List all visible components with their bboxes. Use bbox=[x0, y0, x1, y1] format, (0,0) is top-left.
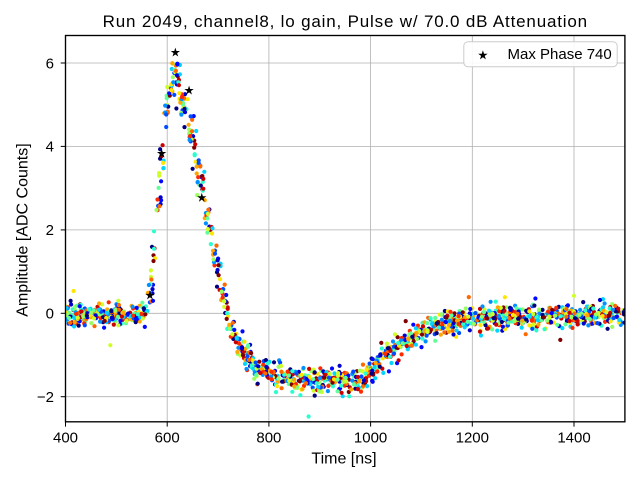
svg-text:600: 600 bbox=[155, 429, 180, 446]
svg-text:800: 800 bbox=[256, 429, 281, 446]
svg-text:1400: 1400 bbox=[557, 429, 590, 446]
svg-text:0: 0 bbox=[46, 306, 54, 323]
svg-text:4: 4 bbox=[46, 139, 54, 156]
svg-text:Time [ns]: Time [ns] bbox=[311, 451, 376, 468]
svg-text:1000: 1000 bbox=[354, 429, 387, 446]
svg-text:1200: 1200 bbox=[456, 429, 489, 446]
svg-text:Max Phase 740: Max Phase 740 bbox=[508, 46, 612, 63]
svg-text:6: 6 bbox=[46, 55, 54, 72]
svg-text:Amplitude [ADC Counts]: Amplitude [ADC Counts] bbox=[15, 143, 32, 316]
svg-text:−2: −2 bbox=[37, 389, 54, 406]
svg-text:400: 400 bbox=[53, 429, 78, 446]
svg-text:Run 2049, channel8, lo gain, P: Run 2049, channel8, lo gain, Pulse w/ 70… bbox=[103, 12, 588, 31]
svg-text:2: 2 bbox=[46, 222, 54, 239]
